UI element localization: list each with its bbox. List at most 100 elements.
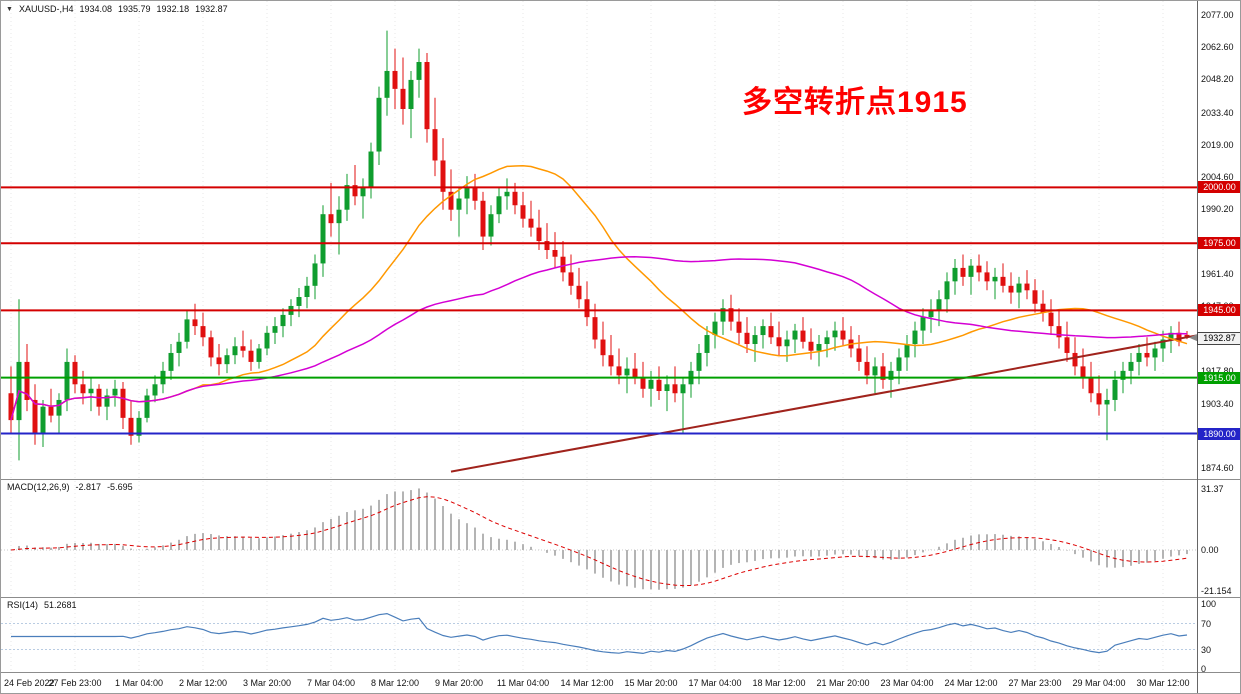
- candle: [896, 357, 902, 371]
- candle: [560, 256, 566, 273]
- candle: [928, 310, 934, 318]
- rsi-value: 51.2681: [44, 600, 77, 610]
- price-axis-label: 2033.40: [1201, 108, 1234, 118]
- candle: [1032, 290, 1038, 304]
- macd-indicator-label: MACD(12,26,9) -2.817 -5.695: [7, 482, 133, 492]
- candle: [424, 62, 430, 130]
- candle: [456, 198, 462, 210]
- candle: [144, 395, 150, 418]
- candle: [528, 218, 534, 228]
- price-axis-label: 1990.20: [1201, 204, 1234, 214]
- candle: [576, 285, 582, 300]
- candle: [352, 185, 358, 197]
- candle: [504, 191, 510, 197]
- price-axis-label: 2062.60: [1201, 42, 1234, 52]
- time-axis-label: 27 Mar 23:00: [1008, 678, 1062, 688]
- candle: [1136, 352, 1142, 362]
- level-price-tag[interactable]: 1975.00: [1198, 237, 1240, 249]
- candle: [1048, 312, 1054, 327]
- time-axis-label: 14 Mar 12:00: [560, 678, 614, 688]
- candle: [336, 209, 342, 224]
- level-price-tag[interactable]: 1915.00: [1198, 372, 1240, 384]
- level-price-tag[interactable]: 1945.00: [1198, 304, 1240, 316]
- candle: [704, 335, 710, 353]
- ma-fast-line: [10, 165, 1188, 421]
- candle: [864, 361, 870, 376]
- candle: [216, 357, 222, 365]
- candle: [944, 281, 950, 300]
- candle: [952, 267, 958, 282]
- candle: [808, 341, 814, 351]
- rsi-axis-label: 100: [1201, 599, 1217, 609]
- trendline[interactable]: [450, 333, 1211, 473]
- candle: [168, 352, 174, 371]
- candle: [992, 276, 998, 282]
- candle: [832, 330, 838, 338]
- candle: [368, 151, 374, 188]
- time-axis-label: 24 Mar 12:00: [944, 678, 998, 688]
- candle: [672, 384, 678, 394]
- candle: [32, 399, 38, 434]
- price-axis-label: 2019.00: [1201, 140, 1234, 150]
- macd-histogram: [1, 488, 1197, 590]
- candle: [312, 263, 318, 286]
- candle: [328, 214, 334, 224]
- candle: [208, 337, 214, 358]
- rsi-axis-label: 30: [1201, 645, 1212, 655]
- candle: [784, 339, 790, 347]
- candle: [824, 337, 830, 345]
- time-axis-label: 2 Mar 12:00: [178, 678, 228, 688]
- time-axis-label: 27 Feb 23:00: [48, 678, 102, 688]
- candle: [792, 330, 798, 340]
- candle: [344, 185, 350, 210]
- candle: [72, 361, 78, 385]
- time-axis-label: 8 Mar 12:00: [370, 678, 420, 688]
- candle: [632, 368, 638, 378]
- time-axis-label: 15 Mar 20:00: [624, 678, 678, 688]
- ohlc-close-value: 1932.87: [195, 4, 228, 14]
- annotation-text[interactable]: 多空转折点1915: [742, 86, 968, 119]
- level-price-tag[interactable]: 1890.00: [1198, 428, 1240, 440]
- candle: [1152, 348, 1158, 358]
- candle: [1072, 352, 1078, 367]
- rsi-indicator-label: RSI(14) 51.2681: [7, 600, 77, 610]
- candle: [488, 214, 494, 237]
- rsi-axis-label: 0: [1201, 664, 1207, 674]
- candle: [88, 388, 94, 394]
- candlestick-series: [8, 30, 1190, 461]
- ma-slow-line: [10, 256, 1188, 421]
- candle: [272, 326, 278, 333]
- candle: [360, 187, 366, 197]
- candle: [152, 384, 158, 396]
- candle: [1104, 399, 1110, 405]
- candle: [408, 79, 414, 110]
- macd-axis-label: 0.00: [1201, 545, 1219, 555]
- candle: [40, 406, 46, 434]
- macd-name: MACD(12,26,9): [7, 482, 70, 492]
- collapse-toggle-icon[interactable]: ▼: [6, 5, 13, 13]
- candle: [856, 348, 862, 362]
- candle: [680, 384, 686, 394]
- candle: [1168, 332, 1174, 340]
- time-axis-label: 21 Mar 20:00: [816, 678, 870, 688]
- candle: [520, 205, 526, 219]
- candle: [384, 70, 390, 98]
- rsi-name: RSI(14): [7, 600, 39, 610]
- candle: [184, 319, 190, 342]
- price-axis-label: 2077.00: [1201, 10, 1234, 20]
- candle: [8, 393, 14, 421]
- time-axis-label: 30 Mar 12:00: [1136, 678, 1190, 688]
- candle: [736, 321, 742, 333]
- candle: [648, 379, 654, 389]
- time-axis-label: 1 Mar 04:00: [114, 678, 164, 688]
- candle: [816, 344, 822, 351]
- candle: [304, 285, 310, 298]
- level-price-tag[interactable]: 2000.00: [1198, 181, 1240, 193]
- candle: [776, 337, 782, 347]
- candle: [280, 314, 286, 327]
- time-axis-label: 18 Mar 12:00: [752, 678, 806, 688]
- candle: [656, 379, 662, 392]
- price-axis-label: 1961.40: [1201, 269, 1234, 279]
- macd-main-value: -2.817: [75, 482, 102, 492]
